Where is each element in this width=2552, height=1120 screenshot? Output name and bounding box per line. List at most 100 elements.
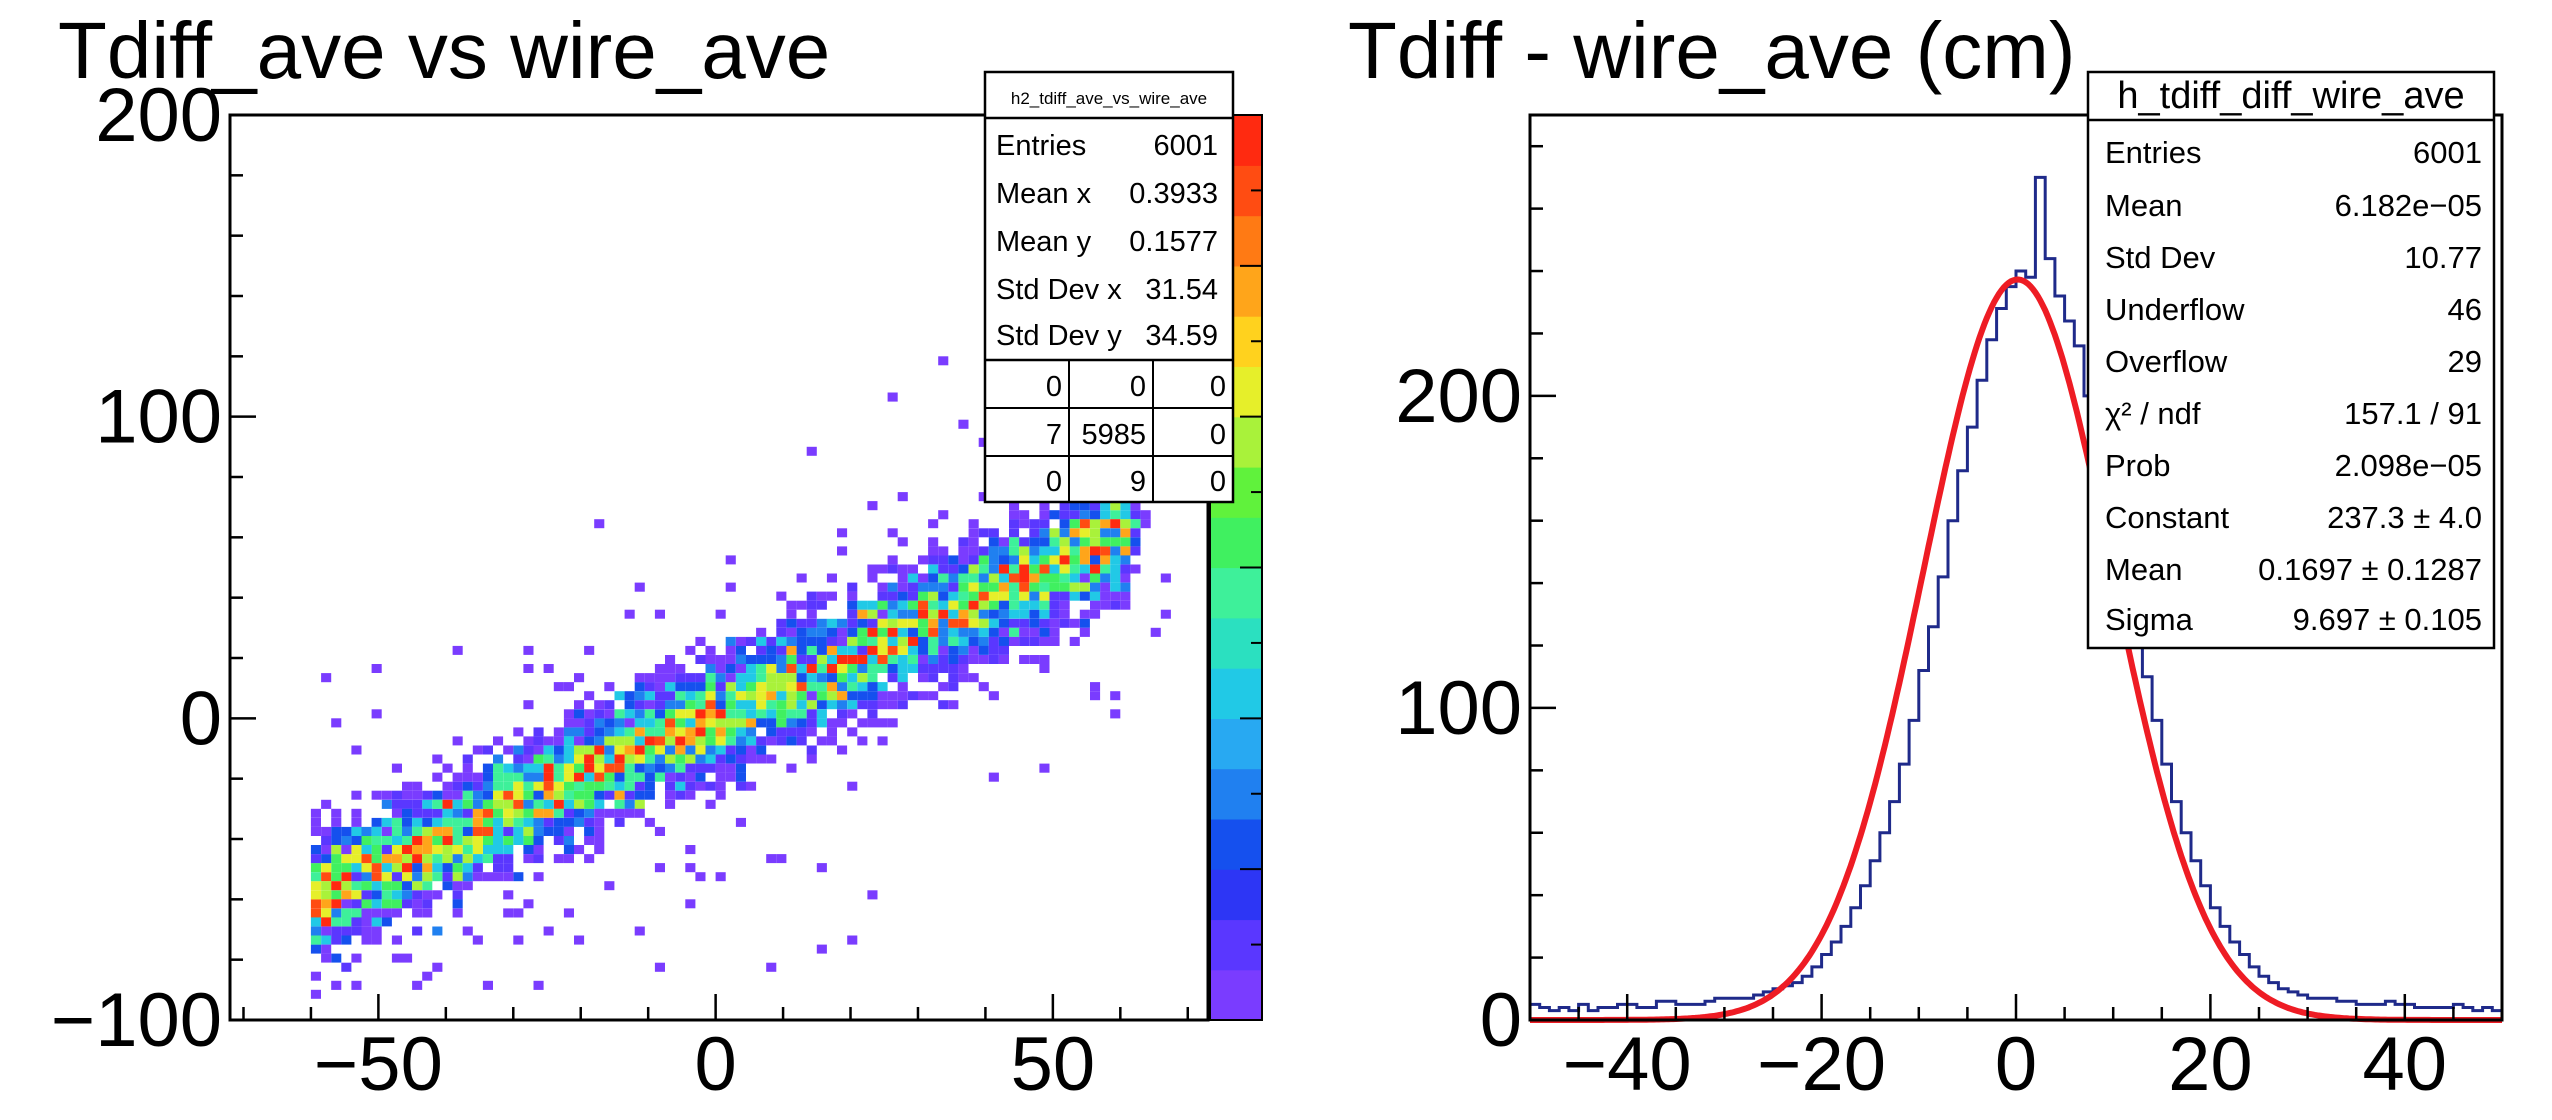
heatmap-cell [543,772,554,782]
heatmap-cell [563,799,574,809]
heatmap-cell [1079,528,1090,538]
heatmap-cell [1069,510,1080,520]
heatmap-cell [563,772,574,782]
heatmap-cell [918,573,929,583]
heatmap-cell [786,636,797,646]
heatmap-cell [584,854,595,864]
heatmap-cell [725,555,736,565]
heatmap-cell [1019,564,1030,574]
heatmap-cell [341,908,352,918]
heatmap-cell [634,790,645,800]
heatmap-cell [998,627,1009,637]
heatmap-cell [746,673,757,683]
heatmap-cell [948,555,959,565]
heatmap-cell [756,745,767,755]
heatmap-cell [928,591,939,601]
heatmap-cell [331,890,342,900]
heatmap-cell [948,609,959,619]
heatmap-cell [715,754,726,764]
heatmap-cell [493,799,504,809]
heatmap-cell [482,781,493,791]
heatmap-cell [543,817,554,827]
heatmap-cell [887,655,898,664]
heatmap-cell [563,718,574,728]
heatmap-cell [1120,573,1131,583]
heatmap-cell [746,754,757,764]
heatmap-cell [422,908,433,918]
heatmap-cell [452,772,463,782]
left-stats-label-std-y: Std Dev y [996,320,1122,352]
heatmap-cell [1039,582,1050,592]
heatmap-cell [1009,582,1020,592]
heatmap-cell [988,555,999,565]
heatmap-cell [462,863,473,873]
left-stats-value-entries: 6001 [1153,130,1218,162]
heatmap-cell [1160,573,1171,583]
heatmap-cell [513,908,524,918]
heatmap-cell [644,709,655,719]
heatmap-cell [594,700,605,710]
heatmap-cell [816,700,827,710]
heatmap-cell [1120,600,1131,610]
heatmap-cell [493,817,504,827]
heatmap-cell [988,609,999,619]
heatmap-cell [958,655,969,664]
heatmap-cell [310,899,321,909]
heatmap-cell [685,899,696,909]
heatmap-cell [826,673,837,683]
left-grid-cell-0-2: 0 [1210,371,1226,403]
heatmap-cell [1029,573,1040,583]
heatmap-cell [1009,519,1020,529]
heatmap-cell [998,555,1009,565]
heatmap-cell [816,944,827,954]
heatmap-cell [705,763,716,773]
heatmap-cell [1079,519,1090,529]
heatmap-cell [493,763,504,773]
heatmap-cell [897,537,908,547]
heatmap-cell [462,817,473,827]
heatmap-cell [978,655,989,664]
heatmap-cell [918,673,929,683]
heatmap-cell [442,845,453,855]
heatmap-cell [1110,591,1121,601]
heatmap-cell [523,763,534,773]
left-stats-label-mean-y: Mean y [996,226,1092,258]
right-x-tick-label: 20 [2168,1022,2253,1107]
heatmap-cell [594,727,605,737]
right-stats-value-overflow: 29 [2448,344,2482,379]
heatmap-cell [756,709,767,719]
heatmap-cell [493,872,504,882]
heatmap-cell [816,664,827,673]
heatmap-cell [391,935,402,945]
heatmap-cell [493,736,504,746]
heatmap-cell [968,582,979,592]
heatmap-cell [1120,528,1131,538]
heatmap-cell [887,600,898,610]
heatmap-cell [654,664,665,673]
heatmap-cell [806,682,817,692]
heatmap-cell [624,754,635,764]
heatmap-cell [857,618,868,628]
right-stats-label-constant: Constant [2105,500,2229,535]
heatmap-cell [725,727,736,737]
heatmap-cell [776,691,787,701]
heatmap-cell [857,664,868,673]
heatmap-cell [675,673,686,683]
heatmap-cell [523,826,534,836]
heatmap-cell [685,718,696,728]
heatmap-cell [604,772,615,782]
heatmap-cell [584,808,595,818]
heatmap-cell [877,655,888,664]
heatmap-cell [968,609,979,619]
heatmap-cell [310,854,321,864]
heatmap-cell [412,980,423,990]
left-stats-value-std-y: 34.59 [1145,320,1218,352]
heatmap-cell [503,836,514,845]
left-chart-title: Tdiff_ave vs wire_ave [58,6,830,95]
heatmap-cell [402,899,413,909]
heatmap-cell [371,709,382,719]
heatmap-cell [867,691,878,701]
heatmap-cell [563,854,574,864]
heatmap-cell [422,854,433,864]
heatmap-cell [705,754,716,764]
